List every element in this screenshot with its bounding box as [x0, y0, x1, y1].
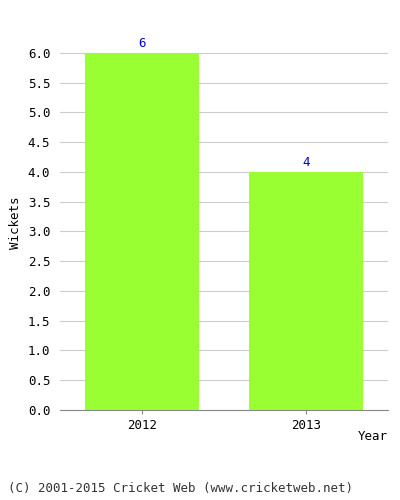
Y-axis label: Wickets: Wickets	[9, 196, 22, 248]
Text: Year: Year	[358, 430, 388, 443]
Bar	[249, 172, 364, 410]
Text: 6: 6	[138, 37, 146, 50]
Text: 4: 4	[302, 156, 310, 169]
Text: (C) 2001-2015 Cricket Web (www.cricketweb.net): (C) 2001-2015 Cricket Web (www.cricketwe…	[8, 482, 353, 495]
Bar	[85, 53, 199, 410]
